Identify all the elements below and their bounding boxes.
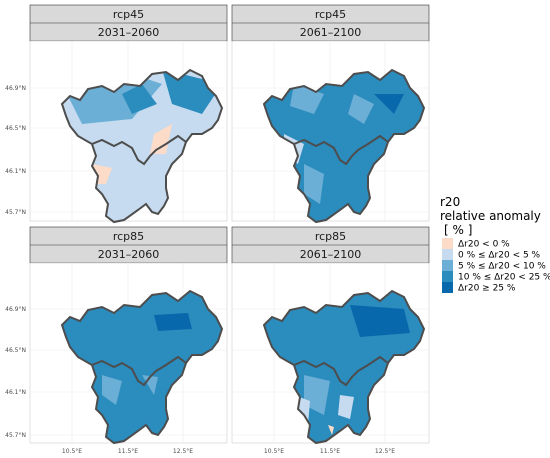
x-tick-label: 11.5°E xyxy=(118,448,138,455)
panel-scenario-label: rcp45 xyxy=(315,8,346,21)
panel-scenario-label: rcp85 xyxy=(315,230,346,243)
panel-rcp85-2061-2100: rcp85 2061–2100 xyxy=(231,226,430,444)
panel-period-label: 2031–2060 xyxy=(98,26,160,39)
y-tick-label: 46.1°N xyxy=(5,389,26,396)
legend-swatch xyxy=(442,249,453,260)
panel-scenario-label: rcp45 xyxy=(113,8,144,21)
legend-label: 5 % ≤ Δr20 < 10 % xyxy=(458,262,546,272)
legend-title-line1: r20 xyxy=(440,195,460,209)
y-tick-label: 45.7°N xyxy=(5,432,26,439)
x-tick-label: 12.5°E xyxy=(173,448,193,455)
legend-swatch xyxy=(442,260,453,271)
panel-rcp45-2061-2100: rcp45 2061–2100 xyxy=(231,4,430,223)
panel-period-label: 2061–2100 xyxy=(300,248,362,261)
legend-title-line2: relative anomaly xyxy=(440,209,541,223)
panel-scenario-label: rcp85 xyxy=(113,230,144,243)
legend-swatch xyxy=(442,282,453,293)
y-tick-label: 46.9°N xyxy=(5,306,26,313)
x-tick-label: 10.5°E xyxy=(62,448,82,455)
x-tick-label: 11.5°E xyxy=(320,448,340,455)
legend-swatch xyxy=(442,238,453,249)
x-tick-label: 12.5°E xyxy=(375,448,395,455)
legend-label: 10 % ≤ Δr20 < 25 % xyxy=(458,273,550,283)
y-tick-label: 46.5°N xyxy=(5,125,26,132)
x-tick-label: 10.5°E xyxy=(264,448,284,455)
legend: r20 relative anomaly [ % ] Δr20 < 0 %0 %… xyxy=(440,195,550,294)
legend-label: Δr20 ≥ 25 % xyxy=(458,284,516,294)
y-tick-label: 46.1°N xyxy=(5,168,26,175)
panel-rcp85-2031-2060: rcp85 2031–2060 xyxy=(29,226,228,444)
legend-label: Δr20 < 0 % xyxy=(458,240,510,250)
y-tick-label: 46.5°N xyxy=(5,347,26,354)
panel-rcp45-2031-2060: rcp45 2031–2060 xyxy=(29,4,228,223)
y-tick-label: 45.7°N xyxy=(5,209,26,216)
legend-swatch xyxy=(442,271,453,282)
panel-period-label: 2061–2100 xyxy=(300,26,362,39)
y-tick-label: 46.9°N xyxy=(5,85,26,92)
panel-period-label: 2031–2060 xyxy=(98,248,160,261)
legend-label: 0 % ≤ Δr20 < 5 % xyxy=(458,251,541,261)
legend-title-line3: [ % ] xyxy=(444,223,472,237)
